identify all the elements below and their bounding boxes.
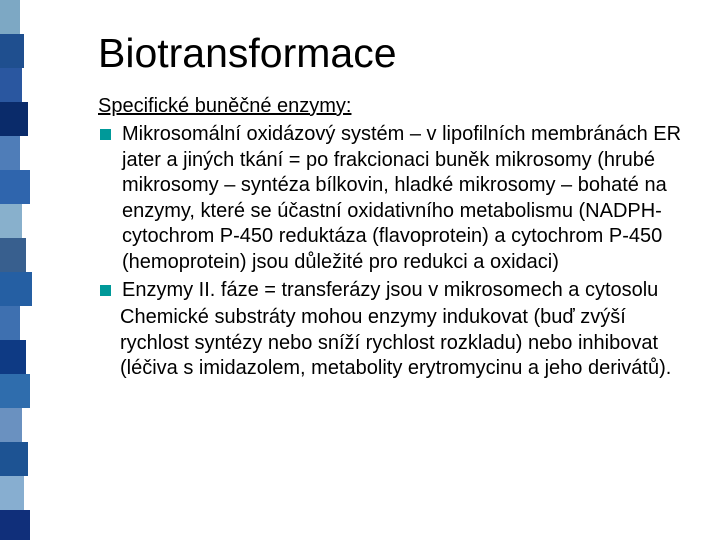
decorative-block <box>0 34 24 68</box>
decorative-block <box>0 306 20 340</box>
decorative-block <box>0 0 20 34</box>
list-item: Enzymy II. fáze = transferázy jsou v mik… <box>98 278 688 304</box>
bullet-text: Mikrosomální oxidázový systém – v lipofi… <box>122 122 688 276</box>
decorative-block <box>0 374 30 408</box>
decorative-block <box>0 442 28 476</box>
decorative-sidebar <box>0 0 36 540</box>
decorative-block <box>0 68 22 102</box>
section-subtitle: Specifické buněčné enzymy: <box>98 95 688 118</box>
decorative-block <box>0 340 26 374</box>
slide-title: Biotransformace <box>98 30 688 77</box>
continuation-text: Chemické substráty mohou enzymy indukova… <box>120 305 688 382</box>
slide-content: Biotransformace Specifické buněčné enzym… <box>98 30 688 382</box>
decorative-block <box>0 238 26 272</box>
decorative-block <box>0 102 28 136</box>
decorative-block <box>0 476 24 510</box>
decorative-block <box>0 204 22 238</box>
bullet-square-icon <box>100 285 111 296</box>
decorative-block <box>0 170 30 204</box>
decorative-block <box>0 136 20 170</box>
decorative-block <box>0 408 22 442</box>
bullet-text: Enzymy II. fáze = transferázy jsou v mik… <box>122 278 658 304</box>
list-item: Mikrosomální oxidázový systém – v lipofi… <box>98 122 688 276</box>
bullet-square-icon <box>100 129 111 140</box>
decorative-block <box>0 510 30 540</box>
decorative-block <box>0 272 32 306</box>
